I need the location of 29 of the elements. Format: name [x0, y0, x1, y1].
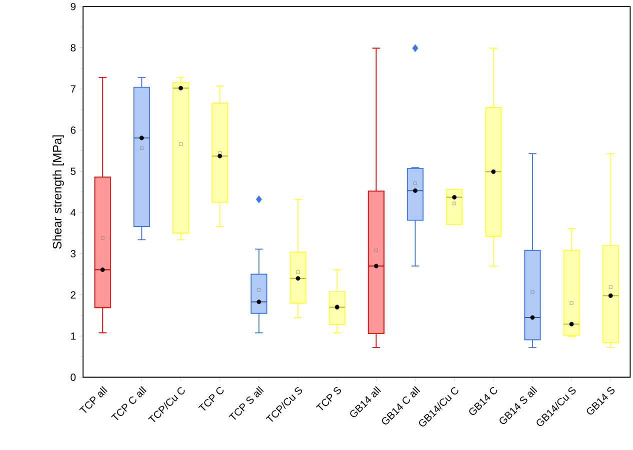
point [256, 300, 262, 304]
point [218, 154, 222, 159]
y-tick-label: 7 [70, 86, 76, 93]
y-tick-label: 5 [70, 168, 76, 176]
point [100, 268, 105, 272]
point [139, 136, 144, 140]
y-tick-label: 8 [70, 44, 76, 52]
x-tick-label: TCP S [316, 387, 342, 411]
x-tick-label: TCP C all [111, 386, 146, 420]
y-tick-label: 0 [70, 374, 76, 382]
y-tick-label: 1 [71, 332, 76, 340]
point [296, 276, 300, 281]
point [491, 170, 496, 174]
point [569, 322, 574, 327]
y-axis-title: Shear strength [MPa] [52, 136, 64, 250]
point [452, 195, 457, 200]
y-tick-label: 3 [70, 250, 76, 258]
x-tick-label: TCP C [198, 387, 224, 411]
y-tick-label: 9 [70, 3, 76, 10]
point [178, 86, 184, 91]
point [608, 294, 613, 298]
y-tick-label: 6 [70, 126, 76, 134]
point [530, 316, 535, 320]
y-tick-label: 2 [70, 292, 76, 299]
point [413, 188, 418, 194]
y-tick-label: 4 [70, 209, 76, 216]
x-tick-label: TCP all [79, 386, 108, 414]
point [374, 264, 378, 269]
x-tick-label: TCP S all [228, 386, 264, 420]
